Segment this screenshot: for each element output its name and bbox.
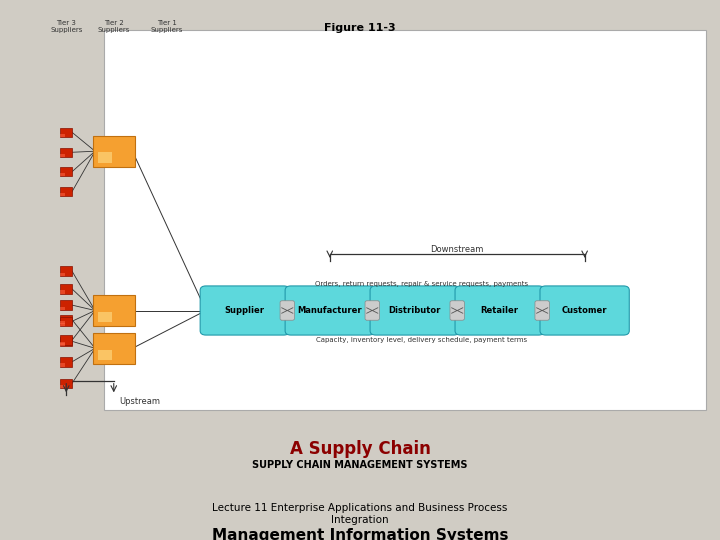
FancyBboxPatch shape xyxy=(535,301,549,320)
FancyBboxPatch shape xyxy=(60,284,72,294)
FancyBboxPatch shape xyxy=(98,152,112,163)
FancyBboxPatch shape xyxy=(98,312,112,322)
Text: Tier 1
Suppliers: Tier 1 Suppliers xyxy=(151,20,183,33)
Text: Downstream: Downstream xyxy=(431,245,484,254)
FancyBboxPatch shape xyxy=(365,301,379,320)
Text: Management Information Systems: Management Information Systems xyxy=(212,528,508,540)
Text: Figure 11-3: Figure 11-3 xyxy=(324,23,396,33)
FancyBboxPatch shape xyxy=(93,136,135,167)
FancyBboxPatch shape xyxy=(60,193,65,197)
FancyBboxPatch shape xyxy=(60,300,72,310)
Text: A Supply Chain: A Supply Chain xyxy=(289,440,431,458)
FancyBboxPatch shape xyxy=(104,30,706,410)
FancyBboxPatch shape xyxy=(540,286,629,335)
Text: Tier 3
Suppliers: Tier 3 Suppliers xyxy=(50,20,82,33)
FancyBboxPatch shape xyxy=(60,323,65,326)
FancyBboxPatch shape xyxy=(60,342,65,345)
FancyBboxPatch shape xyxy=(450,301,464,320)
Text: Distributor: Distributor xyxy=(389,306,441,315)
FancyBboxPatch shape xyxy=(93,333,135,364)
FancyBboxPatch shape xyxy=(93,295,135,326)
FancyBboxPatch shape xyxy=(60,321,65,325)
FancyBboxPatch shape xyxy=(60,343,65,346)
FancyBboxPatch shape xyxy=(60,316,72,326)
Text: Manufacturer: Manufacturer xyxy=(297,306,362,315)
FancyBboxPatch shape xyxy=(200,286,289,335)
Text: SUPPLY CHAIN MANAGEMENT SYSTEMS: SUPPLY CHAIN MANAGEMENT SYSTEMS xyxy=(252,460,468,470)
Text: Customer: Customer xyxy=(562,306,608,315)
FancyBboxPatch shape xyxy=(60,134,65,137)
FancyBboxPatch shape xyxy=(60,147,72,157)
FancyBboxPatch shape xyxy=(60,335,72,345)
FancyBboxPatch shape xyxy=(60,379,72,388)
FancyBboxPatch shape xyxy=(455,286,544,335)
FancyBboxPatch shape xyxy=(60,154,65,157)
FancyBboxPatch shape xyxy=(60,357,72,367)
FancyBboxPatch shape xyxy=(60,266,72,276)
FancyBboxPatch shape xyxy=(60,167,72,177)
Text: Capacity, inventory level, delivery schedule, payment terms: Capacity, inventory level, delivery sche… xyxy=(316,336,528,342)
FancyBboxPatch shape xyxy=(60,273,65,276)
Text: Lecture 11 Enterprise Applications and Business Process
Integration: Lecture 11 Enterprise Applications and B… xyxy=(212,503,508,525)
FancyBboxPatch shape xyxy=(60,315,72,325)
FancyBboxPatch shape xyxy=(60,173,65,177)
Text: Upstream: Upstream xyxy=(119,397,160,406)
FancyBboxPatch shape xyxy=(60,336,72,346)
FancyBboxPatch shape xyxy=(60,127,72,137)
FancyBboxPatch shape xyxy=(98,349,112,360)
Text: Tier 2
Suppliers: Tier 2 Suppliers xyxy=(98,20,130,33)
Text: Retailer: Retailer xyxy=(481,306,518,315)
FancyBboxPatch shape xyxy=(60,363,65,367)
FancyBboxPatch shape xyxy=(285,286,374,335)
FancyBboxPatch shape xyxy=(60,187,72,197)
FancyBboxPatch shape xyxy=(60,385,65,388)
Text: Orders, return requests, repair & service requests, payments: Orders, return requests, repair & servic… xyxy=(315,281,528,287)
Text: Supplier: Supplier xyxy=(225,306,265,315)
FancyBboxPatch shape xyxy=(370,286,459,335)
FancyBboxPatch shape xyxy=(280,301,294,320)
FancyBboxPatch shape xyxy=(60,307,65,310)
FancyBboxPatch shape xyxy=(60,291,65,294)
